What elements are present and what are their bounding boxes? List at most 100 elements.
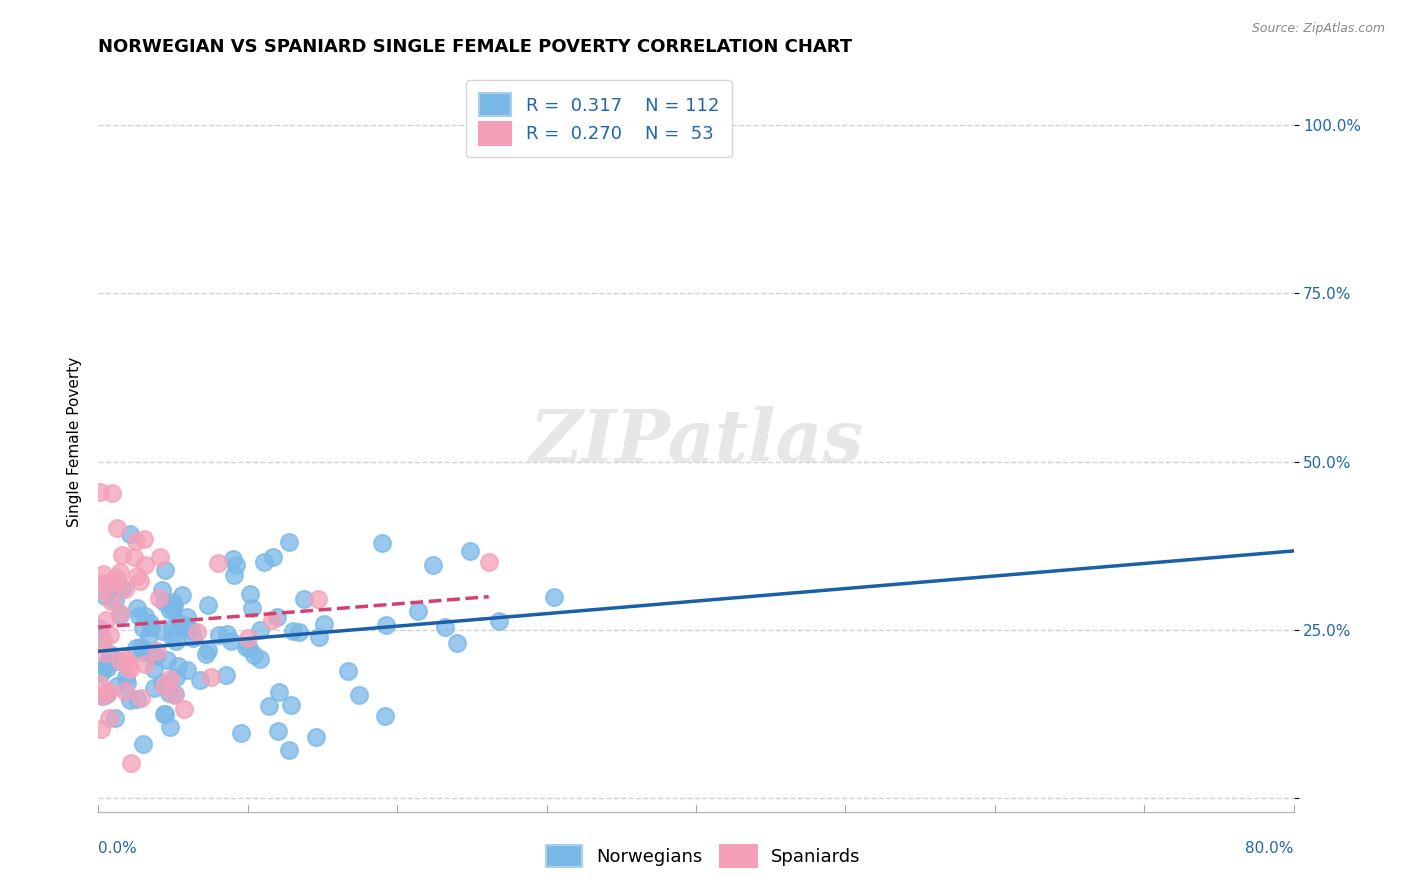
Point — [105, 521, 128, 535]
Point — [118, 662, 141, 676]
Point — [307, 591, 329, 606]
Point — [260, 613, 283, 627]
Point — [253, 555, 276, 569]
Point — [446, 636, 468, 650]
Point — [173, 702, 195, 716]
Point — [153, 706, 176, 721]
Point — [100, 594, 122, 608]
Point — [90, 689, 112, 703]
Point — [269, 685, 291, 699]
Point — [240, 601, 263, 615]
Point — [96, 684, 118, 698]
Point — [266, 610, 288, 624]
Point — [105, 655, 128, 669]
Point — [125, 569, 148, 583]
Point — [93, 689, 115, 703]
Point — [219, 633, 242, 648]
Point — [176, 622, 198, 636]
Point — [131, 737, 153, 751]
Point — [89, 485, 111, 500]
Point — [277, 742, 299, 756]
Point — [249, 623, 271, 637]
Point — [257, 698, 280, 713]
Point — [374, 617, 396, 632]
Point — [208, 627, 231, 641]
Point — [262, 549, 284, 564]
Text: 0.0%: 0.0% — [98, 841, 138, 856]
Point — [167, 615, 190, 630]
Point — [165, 670, 187, 684]
Point — [108, 566, 131, 580]
Point — [194, 647, 217, 661]
Point — [132, 645, 155, 659]
Point — [152, 582, 174, 597]
Point — [104, 570, 127, 584]
Point — [104, 711, 127, 725]
Point — [125, 600, 148, 615]
Point — [108, 654, 131, 668]
Point — [115, 675, 138, 690]
Point — [543, 590, 565, 604]
Point — [145, 649, 167, 664]
Point — [149, 550, 172, 565]
Point — [336, 665, 359, 679]
Point — [408, 604, 430, 618]
Point — [478, 555, 501, 569]
Point — [305, 730, 328, 744]
Point — [98, 711, 121, 725]
Point — [90, 722, 112, 736]
Point — [163, 598, 186, 612]
Point — [153, 679, 176, 693]
Point — [91, 567, 114, 582]
Point — [281, 624, 304, 638]
Point — [129, 690, 152, 705]
Point — [183, 631, 205, 645]
Point — [243, 648, 266, 662]
Point — [153, 707, 176, 722]
Point — [159, 686, 181, 700]
Point — [107, 679, 129, 693]
Point — [163, 687, 186, 701]
Point — [200, 670, 222, 684]
Point — [159, 673, 181, 687]
Point — [134, 558, 156, 572]
Point — [162, 602, 184, 616]
Point — [96, 687, 118, 701]
Point — [224, 567, 246, 582]
Point — [148, 591, 170, 605]
Point — [162, 595, 184, 609]
Point — [292, 592, 315, 607]
Point — [188, 673, 211, 687]
Point — [145, 644, 167, 658]
Point — [215, 668, 238, 682]
Text: NORWEGIAN VS SPANIARD SINGLE FEMALE POVERTY CORRELATION CHART: NORWEGIAN VS SPANIARD SINGLE FEMALE POVE… — [98, 38, 852, 56]
Point — [96, 656, 118, 670]
Point — [152, 676, 174, 690]
Point — [238, 641, 260, 656]
Point — [236, 631, 259, 645]
Point — [117, 655, 139, 669]
Point — [128, 574, 150, 588]
Point — [104, 593, 127, 607]
Point — [170, 617, 193, 632]
Point — [90, 576, 112, 591]
Point — [101, 575, 124, 590]
Point — [120, 756, 142, 771]
Point — [114, 582, 136, 596]
Point — [98, 627, 121, 641]
Point — [215, 627, 238, 641]
Point — [118, 693, 141, 707]
Point — [434, 620, 457, 634]
Point — [222, 552, 245, 566]
Point — [197, 643, 219, 657]
Point — [138, 630, 160, 644]
Point — [129, 640, 152, 654]
Point — [308, 631, 330, 645]
Point — [111, 548, 134, 562]
Text: Source: ZipAtlas.com: Source: ZipAtlas.com — [1251, 22, 1385, 36]
Point — [153, 564, 176, 578]
Point — [170, 588, 193, 602]
Point — [94, 646, 117, 660]
Point — [235, 640, 257, 655]
Text: ZIPatlas: ZIPatlas — [529, 406, 863, 477]
